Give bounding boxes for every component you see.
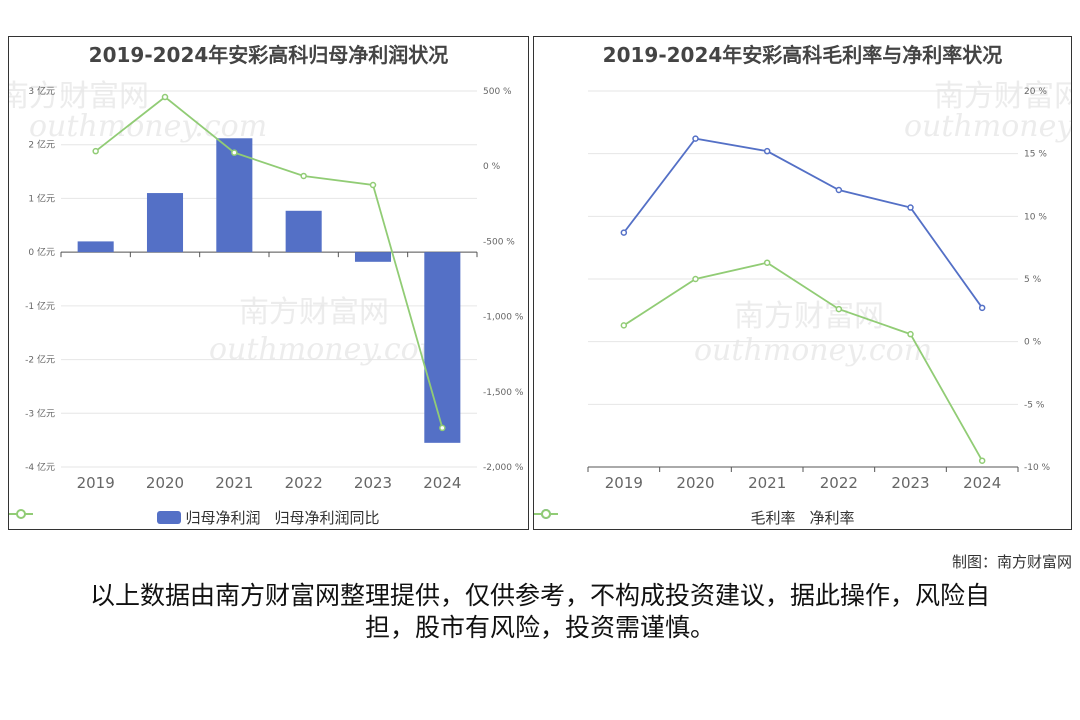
legend-item-net-profit-yoy[interactable]: 归母净利润同比	[9, 507, 380, 528]
x-tick-label: 2022	[820, 474, 858, 492]
x-tick-label: 2023	[354, 474, 392, 492]
point-net-margin-2024	[978, 457, 986, 464]
y-right-tick-label: 0 %	[483, 162, 501, 172]
legend-bar-swatch	[157, 511, 182, 524]
x-tick-label: 2024	[423, 474, 461, 492]
line-net-profit-yoy	[95, 95, 444, 429]
x-tick-label: 2024	[963, 474, 1001, 492]
disclaimer: 以上数据由南方财富网整理提供，仅供参考，不构成投资建议，据此操作，风险自担，股市…	[89, 581, 990, 642]
source-note: 制图：南方财富网	[951, 553, 1072, 571]
y-left-tick-label: 0 亿元	[28, 246, 55, 258]
point-gross-margin-2023	[907, 204, 914, 211]
point-yoy-2023	[369, 181, 377, 189]
legend-line-swatch	[9, 509, 33, 519]
net-profit-chart-panel: 南方财富网 outhmoney.com 南方财富网 outhmoney.com …	[8, 36, 529, 530]
y-left-tick-label: 2 亿元	[28, 139, 55, 151]
line-gross-margin	[623, 137, 983, 309]
y-right-tick-label: -2,000 %	[483, 463, 524, 473]
bar-net-profit-2022	[285, 210, 322, 253]
y-left-tick-label: -2 亿元	[25, 354, 55, 366]
x-tick-label: 2019	[605, 474, 643, 492]
y-left-tick-label: 3 亿元	[28, 85, 55, 97]
bar-net-profit-2023	[354, 252, 392, 262]
y-right-tick-label: -1,000 %	[483, 313, 524, 323]
legend-item-net-margin[interactable]: 净利率	[534, 507, 855, 528]
y-left-tick-label: -4 亿元	[25, 461, 55, 473]
point-gross-margin-2020	[692, 135, 699, 142]
y-right-tick-label: 15 %	[1024, 150, 1047, 160]
x-tick-label: 2020	[146, 474, 184, 492]
x-tick-label: 2020	[676, 474, 714, 492]
point-gross-margin-2022	[835, 186, 843, 194]
chart-title: 2019-2024年安彩高科归母净利润状况	[88, 43, 449, 67]
y-left-tick-label: 1 亿元	[28, 192, 55, 204]
point-yoy-2019	[92, 147, 99, 155]
y-right-tick-label: -500 %	[483, 237, 515, 247]
point-net-margin-2019	[620, 322, 628, 329]
legend-line-swatch	[534, 509, 558, 519]
legend-label: 净利率	[809, 509, 855, 527]
bar-net-profit-2020	[146, 193, 184, 253]
y-right-tick-label: -10 %	[1024, 463, 1051, 473]
margin-chart: -10 % -5 % 0 % 5 % 10 % 15 % 20 % 2019 2020 2021 2…	[587, 87, 1051, 492]
point-yoy-2022	[300, 172, 307, 180]
y-left-tick-label: -3 亿元	[25, 407, 55, 419]
point-net-margin-2020	[692, 275, 699, 283]
bar-net-profit-2024	[424, 252, 461, 443]
point-yoy-2020	[161, 93, 169, 101]
y-right-tick-label: 10 %	[1024, 212, 1047, 222]
point-net-margin-2022	[835, 305, 843, 313]
x-tick-label: 2022	[285, 474, 323, 492]
point-gross-margin-2021	[763, 147, 771, 155]
legend-label: 毛利率	[750, 509, 796, 527]
x-tick-label: 2021	[215, 474, 253, 492]
x-tick-label: 2021	[748, 474, 786, 492]
x-tick-label: 2019	[77, 474, 115, 492]
margin-chart-panel: 南方财富网 outhmoney.com 南方财富网 outhmoney.com …	[533, 36, 1072, 530]
chart-legend: 归母净利润 归母净利润同比	[9, 507, 528, 528]
bar-net-profit-2019	[77, 241, 114, 253]
legend-item-gross-margin[interactable]: 毛利率	[534, 507, 796, 528]
x-tick-label: 2023	[891, 474, 929, 492]
line-net-margin	[623, 261, 983, 462]
point-net-margin-2021	[763, 259, 771, 266]
chart-title: 2019-2024年安彩高科毛利率与净利率状况	[602, 43, 1003, 67]
y-right-tick-label: -5 %	[1024, 400, 1045, 410]
point-net-margin-2023	[907, 330, 914, 338]
y-left-tick-label: -1 亿元	[25, 300, 55, 312]
legend-label: 归母净利润同比	[274, 509, 380, 527]
point-yoy-2024	[439, 424, 446, 432]
legend-label: 归母净利润	[185, 509, 261, 527]
point-gross-margin-2024	[978, 304, 986, 312]
y-right-tick-label: 500 %	[483, 87, 512, 97]
point-yoy-2021	[231, 149, 238, 156]
y-right-tick-label: -1,500 %	[483, 388, 524, 398]
y-right-tick-label: 5 %	[1024, 275, 1042, 285]
net-profit-chart: -4 亿元 -3 亿元 -2 亿元 -1 亿元 0 亿元 1 亿元 2 亿元 3 亿元 -2,0…	[25, 85, 524, 492]
legend-item-net-profit[interactable]: 归母净利润	[157, 507, 261, 528]
chart-legend: 毛利率 净利率	[534, 507, 1071, 528]
y-right-tick-label: 20 %	[1024, 87, 1047, 97]
y-right-tick-label: 0 %	[1024, 338, 1042, 348]
point-gross-margin-2019	[620, 229, 628, 236]
